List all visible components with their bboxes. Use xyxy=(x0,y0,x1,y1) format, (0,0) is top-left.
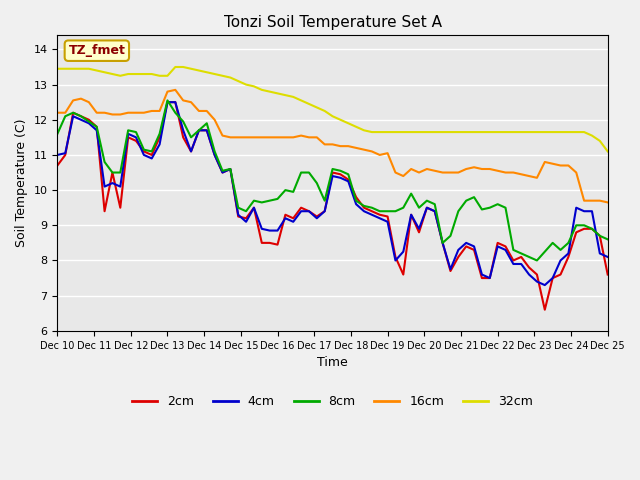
32cm xyxy=(69,66,77,72)
16cm xyxy=(478,166,486,172)
4cm xyxy=(604,254,612,260)
Line: 8cm: 8cm xyxy=(58,100,608,261)
32cm xyxy=(604,148,612,154)
32cm xyxy=(580,129,588,135)
8cm xyxy=(69,110,77,116)
16cm xyxy=(172,87,179,93)
2cm xyxy=(588,226,596,232)
2cm xyxy=(564,254,572,260)
2cm xyxy=(54,163,61,168)
8cm xyxy=(564,240,572,246)
2cm xyxy=(69,110,77,116)
2cm xyxy=(604,272,612,277)
Y-axis label: Soil Temperature (C): Soil Temperature (C) xyxy=(15,119,28,247)
32cm xyxy=(172,64,179,70)
8cm xyxy=(533,258,541,264)
2cm xyxy=(329,169,337,175)
32cm xyxy=(219,73,227,79)
4cm xyxy=(69,113,77,119)
32cm xyxy=(478,129,486,135)
16cm xyxy=(604,200,612,205)
Text: TZ_fmet: TZ_fmet xyxy=(68,44,125,57)
8cm xyxy=(132,129,140,135)
8cm xyxy=(54,131,61,137)
32cm xyxy=(54,66,61,72)
8cm xyxy=(329,166,337,172)
Line: 16cm: 16cm xyxy=(58,90,608,203)
16cm xyxy=(329,142,337,147)
16cm xyxy=(580,198,588,204)
2cm xyxy=(164,99,172,105)
4cm xyxy=(564,251,572,256)
Line: 4cm: 4cm xyxy=(58,102,608,285)
2cm xyxy=(392,254,399,260)
16cm xyxy=(392,169,399,175)
Title: Tonzi Soil Temperature Set A: Tonzi Soil Temperature Set A xyxy=(223,15,442,30)
4cm xyxy=(588,208,596,214)
4cm xyxy=(329,173,337,179)
Line: 32cm: 32cm xyxy=(58,67,608,151)
4cm xyxy=(541,282,548,288)
4cm xyxy=(392,258,399,264)
2cm xyxy=(132,138,140,144)
X-axis label: Time: Time xyxy=(317,356,348,369)
2cm xyxy=(541,307,548,312)
4cm xyxy=(164,99,172,105)
4cm xyxy=(132,134,140,140)
32cm xyxy=(329,113,337,119)
Line: 2cm: 2cm xyxy=(58,102,608,310)
16cm xyxy=(69,97,77,103)
8cm xyxy=(392,208,399,214)
32cm xyxy=(392,129,399,135)
Legend: 2cm, 4cm, 8cm, 16cm, 32cm: 2cm, 4cm, 8cm, 16cm, 32cm xyxy=(127,390,538,413)
8cm xyxy=(588,226,596,232)
16cm xyxy=(219,132,227,138)
8cm xyxy=(604,237,612,242)
8cm xyxy=(164,97,172,103)
16cm xyxy=(54,110,61,116)
4cm xyxy=(54,152,61,158)
